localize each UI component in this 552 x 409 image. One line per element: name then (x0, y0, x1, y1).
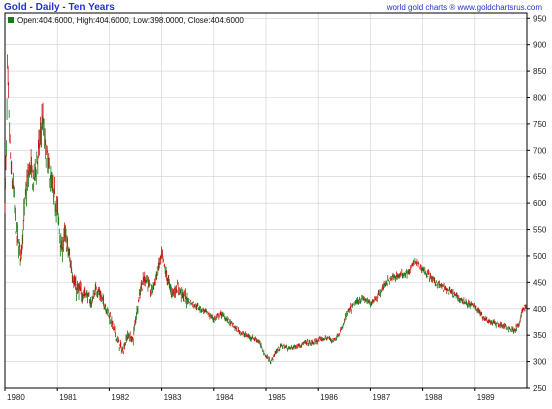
y-axis: 250 300 350 400 450 500 550 600 650 700 750 800 850 9… (527, 14, 547, 393)
y-tick-label: 850 (533, 67, 547, 76)
x-tick-label: 1989 (477, 393, 495, 402)
y-tick-label: 650 (533, 173, 547, 182)
legend: Open:404.6000, High:404.6000, Low:398.00… (8, 16, 244, 25)
x-tick-label: 1980 (7, 393, 25, 402)
x-tick-label: 1987 (372, 393, 390, 402)
legend-swatch (8, 17, 14, 23)
x-tick-label: 1986 (320, 393, 338, 402)
y-tick-label: 500 (533, 252, 547, 261)
x-tick-label: 1983 (164, 393, 182, 402)
chart-credit[interactable]: world gold charts ® www.goldchartsrus.co… (386, 3, 542, 12)
chart-title: Gold - Daily - Ten Years (4, 2, 115, 13)
y-tick-label: 600 (533, 199, 547, 208)
grid (4, 13, 527, 389)
y-tick-label: 800 (533, 94, 547, 103)
x-tick-label: 1981 (59, 393, 77, 402)
y-tick-label: 700 (533, 146, 547, 155)
legend-text: Open:404.6000, High:404.6000, Low:398.00… (17, 16, 244, 25)
x-tick-label: 1988 (425, 393, 443, 402)
x-tick-label: 1985 (268, 393, 286, 402)
y-tick-label: 550 (533, 226, 547, 235)
x-tick-label: 1982 (111, 393, 129, 402)
y-tick-label: 400 (533, 305, 547, 314)
price-bars (4, 54, 527, 365)
x-tick-label: 1984 (216, 393, 234, 402)
y-tick-label: 350 (533, 331, 547, 340)
y-tick-label: 950 (533, 14, 547, 23)
y-tick-label: 900 (533, 41, 547, 50)
x-axis: 1980 1981 1982 1983 1984 1985 1986 1987 1988 1989 (4, 388, 495, 402)
y-tick-label: 450 (533, 278, 547, 287)
y-tick-label: 300 (533, 358, 547, 367)
y-tick-label: 250 (533, 384, 547, 393)
y-tick-label: 750 (533, 120, 547, 129)
